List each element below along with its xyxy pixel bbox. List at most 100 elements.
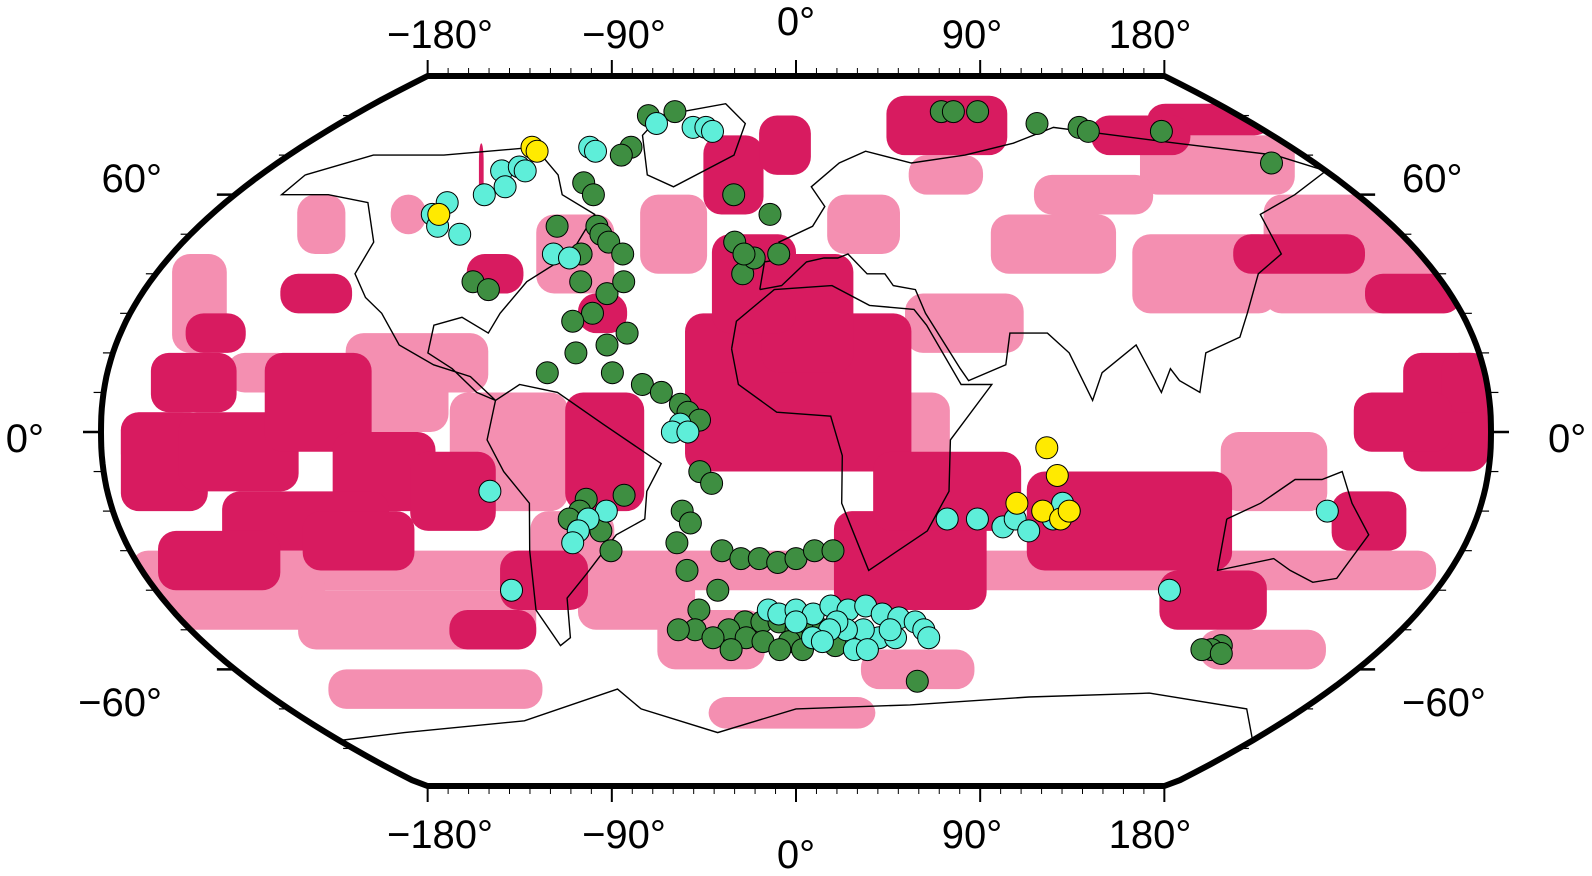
site-point-cyan: [676, 420, 700, 444]
site-point-green: [675, 558, 699, 582]
anomaly-strong-patch: [685, 313, 912, 472]
anomaly-strong-patch: [158, 530, 281, 591]
site-point-green: [600, 361, 624, 385]
site-point-green: [700, 471, 724, 495]
bottom-lon-label-180: 180°: [1109, 813, 1192, 857]
anomaly-raster-layer: [120, 95, 1491, 729]
site-point-green: [1260, 151, 1283, 175]
graticule-ticks: [83, 60, 1509, 802]
site-point-green: [687, 598, 711, 622]
anomaly-weak-patch: [1199, 629, 1326, 670]
anomaly-strong-patch: [1353, 392, 1452, 452]
site-point-green: [599, 539, 623, 563]
site-point-green: [966, 100, 990, 124]
site-point-cyan: [878, 618, 902, 642]
anomaly-strong-patch: [449, 610, 537, 650]
site-point-green: [476, 278, 500, 302]
site-point-green: [722, 183, 746, 207]
anomaly-strong-patch: [1331, 491, 1407, 551]
site-point-cyan: [965, 507, 989, 531]
anomaly-weak-patch: [297, 194, 346, 254]
site-point-green: [569, 270, 593, 294]
site-point-cyan: [478, 479, 502, 503]
site-point-yellow: [1045, 464, 1069, 487]
site-point-green: [595, 333, 619, 357]
site-point-green: [581, 301, 604, 325]
anomaly-strong-patch: [1026, 471, 1233, 571]
anomaly-weak-patch: [328, 669, 543, 709]
site-point-yellow: [1005, 491, 1029, 515]
site-point-green: [1209, 642, 1233, 665]
site-point-cyan: [513, 159, 537, 183]
site-point-green: [701, 626, 725, 650]
site-point-cyan: [917, 626, 941, 650]
anomaly-strong-patch: [1091, 115, 1191, 156]
coastline: [339, 688, 1254, 742]
site-point-green: [595, 282, 619, 306]
right-lat-label-0: 0°: [1548, 417, 1586, 461]
coastline-layer: [279, 102, 1370, 742]
site-point-cyan: [584, 139, 607, 163]
site-point-green: [758, 202, 782, 226]
anomaly-weak-patch: [640, 194, 708, 274]
site-point-green: [1190, 638, 1214, 662]
anomaly-strong-patch: [500, 550, 589, 610]
site-point-cyan: [493, 175, 517, 199]
site-point-green: [732, 242, 756, 266]
anomaly-weak-patch: [1220, 432, 1328, 512]
anomaly-strong-patch: [410, 451, 496, 531]
anomaly-weak-patch: [708, 697, 876, 729]
site-point-green: [768, 638, 792, 662]
site-point-cyan: [558, 246, 581, 270]
site-point-yellow: [1057, 499, 1081, 523]
anomaly-strong-patch: [280, 273, 353, 314]
site-point-green: [561, 309, 585, 333]
anomaly-strong-patch: [150, 352, 237, 413]
anomaly-strong-patch: [833, 511, 987, 610]
site-point-green: [678, 511, 702, 535]
site-point-yellow: [525, 139, 549, 163]
top-lon-label-0: 0°: [777, 0, 815, 44]
site-point-green: [649, 380, 673, 404]
left-lat-label-60: 60°: [102, 157, 163, 201]
site-point-cyan: [855, 638, 879, 662]
site-point-cyan: [935, 507, 959, 531]
coastline: [486, 383, 663, 647]
site-point-cyan: [472, 183, 496, 207]
site-point-green: [1076, 119, 1100, 143]
site-point-cyan: [645, 112, 668, 135]
bottom-lon-label-90: 90°: [942, 813, 1003, 857]
site-point-green: [564, 341, 588, 365]
site-point-green: [609, 143, 633, 167]
left-lat-label-minus-60: −60°: [78, 681, 162, 725]
right-lat-label-60: 60°: [1402, 157, 1463, 201]
anomaly-strong-patch: [759, 115, 811, 175]
anomaly-strong-patch: [185, 313, 246, 353]
anomaly-strong-patch: [703, 135, 764, 215]
bottom-lon-label-minus-180: −180°: [387, 813, 493, 857]
anomaly-strong-patch: [302, 511, 415, 571]
site-point-green: [612, 270, 636, 294]
site-points-layer: [420, 100, 1339, 693]
anomaly-strong-patch: [1233, 234, 1366, 274]
site-point-green: [706, 578, 730, 602]
coastline: [641, 102, 747, 188]
right-lat-label-minus-60: −60°: [1402, 681, 1486, 725]
anomaly-strong-patch: [1365, 273, 1462, 314]
anomaly-weak-patch: [827, 194, 900, 254]
site-point-yellow: [427, 202, 451, 226]
site-point-green: [663, 100, 687, 124]
site-point-green: [719, 638, 743, 662]
site-point-green: [545, 214, 569, 238]
site-point-green: [821, 539, 845, 563]
coastline: [730, 284, 994, 572]
bottom-lon-label-minus-90: −90°: [582, 813, 666, 857]
anomaly-strong-patch: [1159, 570, 1267, 630]
site-point-green: [1025, 112, 1049, 135]
site-point-cyan: [810, 630, 834, 654]
site-point-green: [615, 321, 639, 345]
site-point-cyan: [448, 222, 472, 246]
site-point-cyan: [1017, 519, 1041, 543]
site-point-green: [905, 669, 929, 693]
